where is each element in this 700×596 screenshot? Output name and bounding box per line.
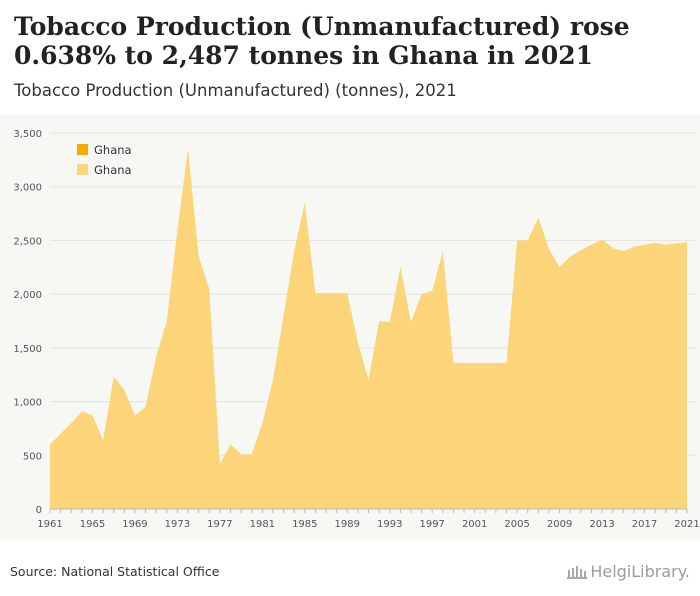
x-tick-label: 1961: [37, 519, 62, 530]
x-tick-label: 1989: [335, 519, 360, 530]
y-tick-label: 3,500: [13, 129, 42, 140]
x-tick-label: 2013: [589, 519, 614, 530]
legend-label: Ghana: [94, 163, 132, 177]
x-tick-label: 2009: [547, 519, 572, 530]
x-tick-label: 1969: [122, 519, 147, 530]
y-tick-label: 1,500: [13, 344, 42, 355]
x-tick-label: 2005: [504, 519, 529, 530]
source-note: Source: National Statistical Office: [10, 564, 220, 579]
legend-swatch: [77, 144, 88, 155]
x-tick-label: 1993: [377, 519, 402, 530]
y-tick-label: 2,500: [13, 236, 42, 247]
legend-swatch: [77, 164, 88, 175]
x-tick-label: 1977: [207, 519, 232, 530]
x-tick-label: 2021: [674, 519, 699, 530]
x-tick-label: 1981: [250, 519, 275, 530]
logo-text: HelgiLibrary.: [590, 562, 690, 581]
area-chart: 0 500 1,000 1,500 2,000 2,500 3,000 3,500 1961 19…: [13, 129, 699, 530]
legend-label: Ghana: [94, 143, 132, 157]
x-tick-label: 1973: [165, 519, 190, 530]
series-area-ghana: [50, 149, 687, 510]
y-tick-label: 500: [23, 451, 42, 462]
y-tick-label: 3,000: [13, 183, 42, 194]
x-tick-label: 2017: [632, 519, 657, 530]
x-tick-label: 1965: [80, 519, 105, 530]
helgilibrary-logo: HelgiLibrary.: [567, 562, 690, 581]
library-building-icon: [567, 565, 588, 579]
y-tick-label: 1,000: [13, 398, 42, 409]
x-tick-label: 1997: [419, 519, 444, 530]
y-tick-label: 0: [36, 505, 42, 516]
chart-subtitle: Tobacco Production (Unmanufactured) (ton…: [14, 81, 457, 100]
x-tick-label: 1985: [292, 519, 317, 530]
y-tick-label: 2,000: [13, 290, 42, 301]
chart-title: Tobacco Production (Unmanufactured) rose…: [14, 12, 630, 70]
x-tick-label: 2001: [462, 519, 487, 530]
